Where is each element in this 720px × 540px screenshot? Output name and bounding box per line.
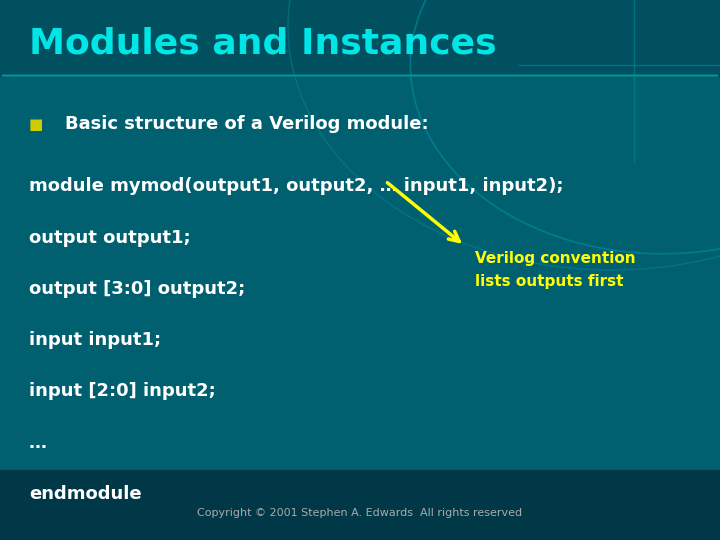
Text: …: … <box>29 434 47 452</box>
Text: ■: ■ <box>29 117 43 132</box>
Text: Basic structure of a Verilog module:: Basic structure of a Verilog module: <box>65 115 428 133</box>
Text: output [3:0] output2;: output [3:0] output2; <box>29 280 245 298</box>
Text: input [2:0] input2;: input [2:0] input2; <box>29 382 215 401</box>
Text: module mymod(output1, output2, … input1, input2);: module mymod(output1, output2, … input1,… <box>29 177 563 195</box>
Bar <box>0 470 720 540</box>
Bar <box>0 0 720 76</box>
Text: input input1;: input input1; <box>29 331 161 349</box>
Text: Copyright © 2001 Stephen A. Edwards  All rights reserved: Copyright © 2001 Stephen A. Edwards All … <box>197 508 523 518</box>
Text: Verilog convention
lists outputs first: Verilog convention lists outputs first <box>475 252 636 288</box>
Text: Modules and Instances: Modules and Instances <box>29 26 496 60</box>
Text: output output1;: output output1; <box>29 228 190 247</box>
Text: endmodule: endmodule <box>29 485 141 503</box>
